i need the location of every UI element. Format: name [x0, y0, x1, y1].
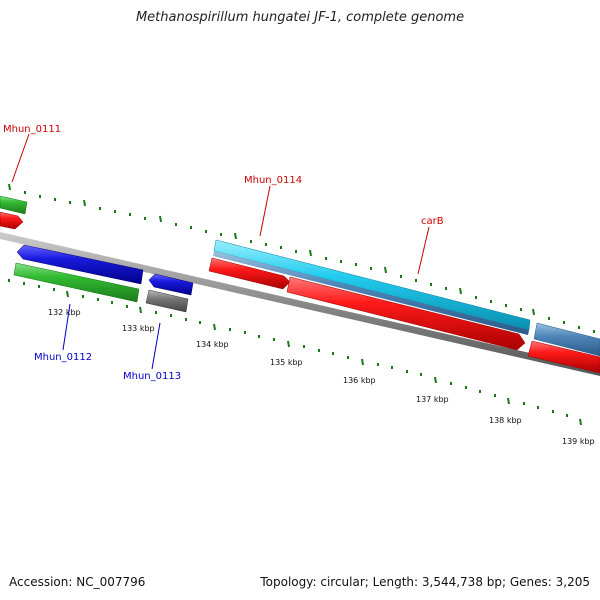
upper-major-tick [309, 249, 312, 257]
accession-text: Accession: NC_007796 [9, 575, 146, 589]
lower-major-tick [213, 323, 216, 331]
lower-major-tick [434, 376, 437, 384]
gene-steel-right [533, 322, 600, 357]
cds-red-mhun0114 [208, 257, 291, 290]
lower-major-tick [361, 358, 364, 366]
leader-line-mhun0114 [259, 185, 271, 237]
lower-gene-labels: Mhun_0112 Mhun_0113 [34, 303, 181, 382]
upper-major-tick [384, 266, 387, 274]
upper-major-tick [234, 232, 237, 240]
upper-minor-ticks [24, 191, 595, 333]
leader-line-mhun0113 [151, 322, 161, 370]
genome-backbone [0, 232, 600, 376]
lower-major-tick [66, 290, 69, 298]
gene-green-mhun0112 [13, 262, 140, 303]
cds-red-right [527, 340, 600, 374]
scale-label: 137 kbp [416, 395, 449, 404]
cds-blue-mhun0113 [148, 273, 194, 296]
map-title: Methanospirillum hungatei JF-1, complete… [135, 10, 465, 25]
gene-label-mhun0112: Mhun_0112 [34, 352, 92, 363]
cds-red-upper-left [0, 211, 24, 230]
upper-gene-labels: Mhun_0111 Mhun_0114 carB [3, 124, 444, 275]
scale-label: 133 kbp [122, 324, 155, 333]
cds-blue-mhun0112 [16, 244, 144, 285]
gene-label-mhun0114: Mhun_0114 [244, 175, 302, 186]
gene-label-carb: carB [421, 216, 444, 227]
leader-line-mhun0111 [11, 133, 30, 183]
cds-red-carb [286, 276, 526, 351]
upper-major-tick [8, 183, 11, 191]
lower-major-tick [287, 340, 290, 348]
scale-label: 134 kbp [196, 340, 229, 349]
scale-label: 132 kbp [48, 308, 81, 317]
gene-label-mhun0113: Mhun_0113 [123, 371, 181, 382]
upper-major-tick [459, 287, 462, 295]
upper-major-tick [159, 215, 162, 223]
scale-label: 139 kbp [562, 437, 595, 446]
lower-major-tick [139, 306, 142, 314]
lower-major-tick [579, 418, 582, 426]
gene-green-upper-left [0, 195, 28, 215]
scale-label: 135 kbp [270, 358, 303, 367]
upper-major-tick [532, 308, 535, 316]
leader-line-carb [417, 226, 430, 275]
gene-cyan-mhun0114 [213, 239, 531, 331]
lower-major-tick [507, 397, 510, 405]
lower-minor-ticks [8, 279, 568, 417]
genome-summary-text: Topology: circular; Length: 3,544,738 bp… [260, 575, 590, 589]
leader-line-mhun0112 [62, 303, 71, 351]
upper-major-tick [83, 199, 86, 207]
scale-labels: 132 kbp 133 kbp 134 kbp 135 kbp 136 kbp … [48, 308, 595, 446]
gene-steel-mhun0114 [213, 251, 529, 335]
pseudo-gray-mhun0113 [145, 289, 189, 313]
gene-label-mhun0111: Mhun_0111 [3, 124, 61, 135]
lower-tick-track [8, 279, 582, 426]
upper-tick-track [8, 183, 595, 333]
scale-label: 136 kbp [343, 376, 376, 385]
scale-label: 138 kbp [489, 416, 522, 425]
